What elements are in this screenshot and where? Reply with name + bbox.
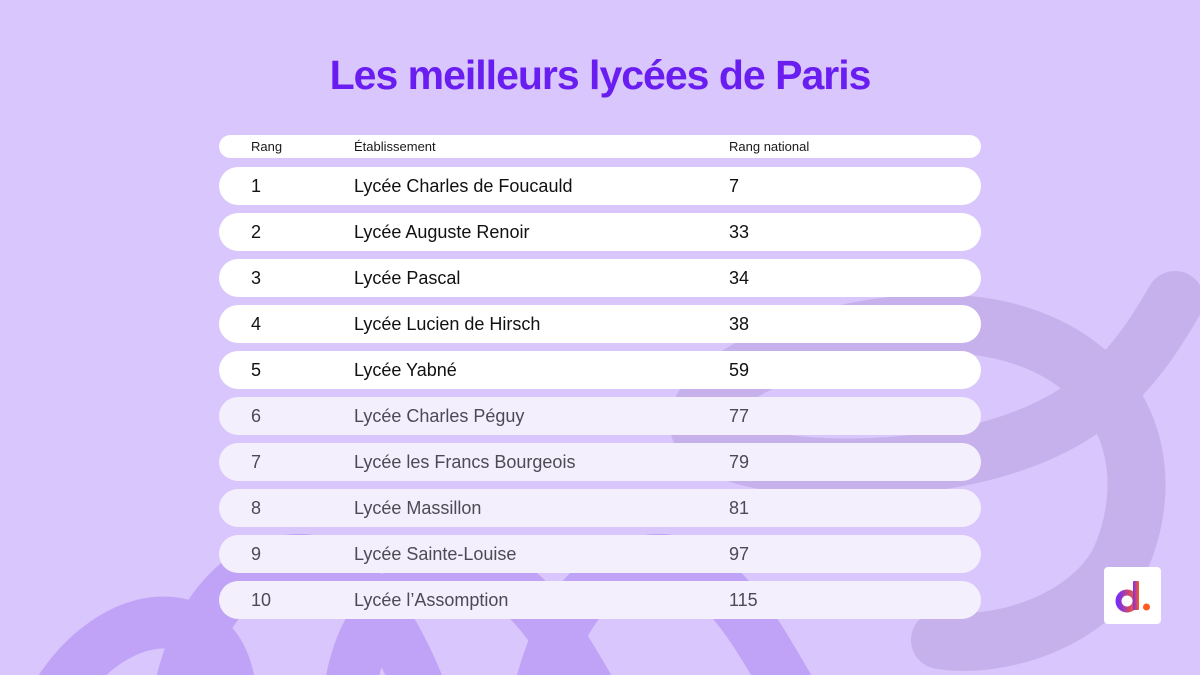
table-row: 2 Lycée Auguste Renoir 33 bbox=[219, 213, 981, 251]
table-row: 7 Lycée les Francs Bourgeois 79 bbox=[219, 443, 981, 481]
table-row: 1 Lycée Charles de Foucauld 7 bbox=[219, 167, 981, 205]
cell-rang-national: 59 bbox=[729, 359, 750, 380]
cell-rang-national: 7 bbox=[729, 175, 740, 196]
header-rang-national: Rang national bbox=[729, 139, 810, 154]
cell-etablissement: Lycée Pascal bbox=[354, 267, 461, 288]
cell-etablissement: Lycée Sainte-Louise bbox=[354, 543, 517, 564]
cell-rang: 5 bbox=[251, 359, 262, 380]
cell-rang: 6 bbox=[251, 405, 262, 426]
cell-rang: 8 bbox=[251, 497, 262, 518]
cell-rang: 10 bbox=[251, 589, 272, 610]
cell-rang: 1 bbox=[251, 175, 262, 196]
header-rang: Rang bbox=[251, 139, 283, 154]
loop-decoration-right bbox=[669, 271, 1200, 671]
cell-etablissement: Lycée Lucien de Hirsch bbox=[354, 313, 541, 334]
d-logo-icon bbox=[1115, 581, 1150, 613]
header-etablissement: Établissement bbox=[354, 139, 436, 154]
cell-rang-national: 97 bbox=[729, 543, 750, 564]
cell-etablissement: Lycée Charles de Foucauld bbox=[354, 175, 573, 196]
table-row: 4 Lycée Lucien de Hirsch 38 bbox=[219, 305, 981, 343]
ranking-table: Rang Établissement Rang national 1 Lycée… bbox=[219, 135, 981, 619]
cell-rang: 9 bbox=[251, 543, 262, 564]
cell-rang: 7 bbox=[251, 451, 262, 472]
table-row: 5 Lycée Yabné 59 bbox=[219, 351, 981, 389]
cell-rang-national: 81 bbox=[729, 497, 750, 518]
table-header: Rang Établissement Rang national bbox=[219, 135, 981, 158]
cell-rang-national: 34 bbox=[729, 267, 750, 288]
cell-rang-national: 79 bbox=[729, 451, 750, 472]
table-row: 10 Lycée l’Assomption 115 bbox=[219, 581, 981, 619]
table-row: 8 Lycée Massillon 81 bbox=[219, 489, 981, 527]
cell-etablissement: Lycée Charles Péguy bbox=[354, 405, 525, 426]
cell-rang-national: 77 bbox=[729, 405, 750, 426]
page-title: Les meilleurs lycées de Paris bbox=[329, 52, 872, 98]
table-row: 9 Lycée Sainte-Louise 97 bbox=[219, 535, 981, 573]
cell-rang: 2 bbox=[251, 221, 262, 242]
cell-etablissement: Lycée l’Assomption bbox=[354, 589, 509, 610]
brand-logo bbox=[1104, 567, 1161, 624]
cell-etablissement: Lycée les Francs Bourgeois bbox=[354, 451, 576, 472]
cell-etablissement: Lycée Auguste Renoir bbox=[354, 221, 530, 242]
cell-etablissement: Lycée Massillon bbox=[354, 497, 482, 518]
cell-rang-national: 115 bbox=[729, 589, 758, 610]
cell-etablissement: Lycée Yabné bbox=[354, 359, 457, 380]
cell-rang-national: 38 bbox=[729, 313, 750, 334]
cell-rang: 3 bbox=[251, 267, 262, 288]
cell-rang: 4 bbox=[251, 313, 262, 334]
table-row: 3 Lycée Pascal 34 bbox=[219, 259, 981, 297]
table-row: 6 Lycée Charles Péguy 77 bbox=[219, 397, 981, 435]
cell-rang-national: 33 bbox=[729, 221, 750, 242]
